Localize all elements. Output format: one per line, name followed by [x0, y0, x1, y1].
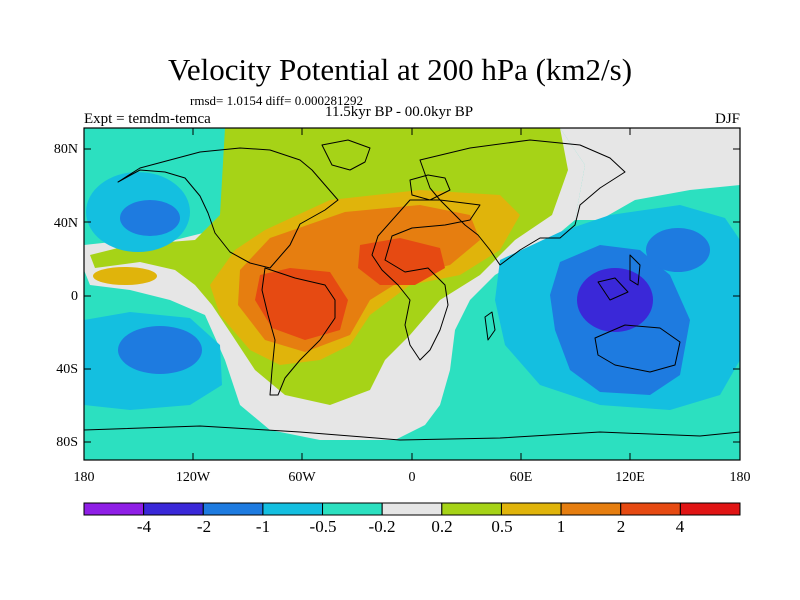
lon-label-180w: 180: [74, 470, 95, 485]
colorbar-labels: -4 -2 -1 -0.5 -0.2 0.2 0.5 1 2 4: [137, 517, 685, 536]
colorbar-box: [143, 502, 204, 516]
positive-region-2-south-america: [255, 268, 348, 340]
neutral-region-northeast: [560, 128, 740, 220]
positive-region-0.5-west: [93, 267, 157, 285]
colorbar-label-5: -0.2: [369, 517, 396, 536]
negative-region-maritime-continent: [577, 268, 653, 332]
longitude-labels: 180 120W 60W 0 60E 120E 180: [74, 470, 751, 485]
colorbar-box: [262, 502, 324, 516]
colorbar-label-10: 4: [676, 517, 685, 536]
map-title: Velocity Potential at 200 hPa (km2/s): [167, 52, 633, 87]
colorbar-label-8: 1: [557, 517, 566, 536]
colorbar-box: [322, 502, 383, 516]
lat-label-80n: 80N: [54, 142, 78, 157]
lat-label-40n: 40N: [54, 216, 78, 231]
colorbar-label-2: -2: [197, 517, 211, 536]
colorbar-box: [500, 502, 562, 516]
lat-label-80s: 80S: [56, 435, 78, 450]
colorbar-label-4: -0.5: [310, 517, 337, 536]
colorbar-box: [202, 502, 264, 516]
colorbar-box: [441, 502, 502, 516]
colorbar-box: [83, 502, 145, 516]
lon-label-180e: 180: [730, 470, 751, 485]
colorbar-label-9: 2: [617, 517, 626, 536]
period-label: 11.5kyr BP - 00.0kyr BP: [325, 104, 474, 120]
latitude-labels: 80N 40N 0 40S 80S: [54, 142, 78, 450]
lat-label-0: 0: [71, 289, 78, 304]
colorbar: [83, 502, 741, 516]
lon-label-120e: 120E: [615, 470, 645, 485]
axis-ticks: [83, 128, 741, 460]
lon-label-60e: 60E: [510, 470, 533, 485]
season-label: DJF: [714, 111, 740, 127]
coastlines: [84, 139, 740, 441]
colorbar-box: [381, 502, 443, 516]
negative-region-west-pacific: [646, 228, 710, 272]
lon-label-60w: 60W: [288, 470, 316, 485]
colorbar-label-7: 0.5: [491, 517, 512, 536]
negative-region-south-pacific-core: [118, 326, 202, 374]
stats-text: rmsd= 1.0154 diff= 0.000281292: [190, 93, 363, 108]
colorbar-box: [620, 502, 681, 516]
colorbar-box: [560, 502, 622, 516]
colorbar-label-3: -1: [256, 517, 270, 536]
colorbar-box: [679, 502, 741, 516]
lon-label-0: 0: [409, 470, 416, 485]
colorbar-label-6: 0.2: [431, 517, 452, 536]
positive-region-2-africa: [358, 238, 445, 285]
lat-label-40s: 40S: [56, 362, 78, 377]
lon-label-120w: 120W: [176, 470, 211, 485]
colorbar-label-1: -4: [137, 517, 152, 536]
negative-region-north-pacific-core: [120, 200, 180, 236]
velocity-potential-field: [84, 128, 740, 460]
experiment-label: Expt = temdm-temca: [84, 111, 211, 127]
